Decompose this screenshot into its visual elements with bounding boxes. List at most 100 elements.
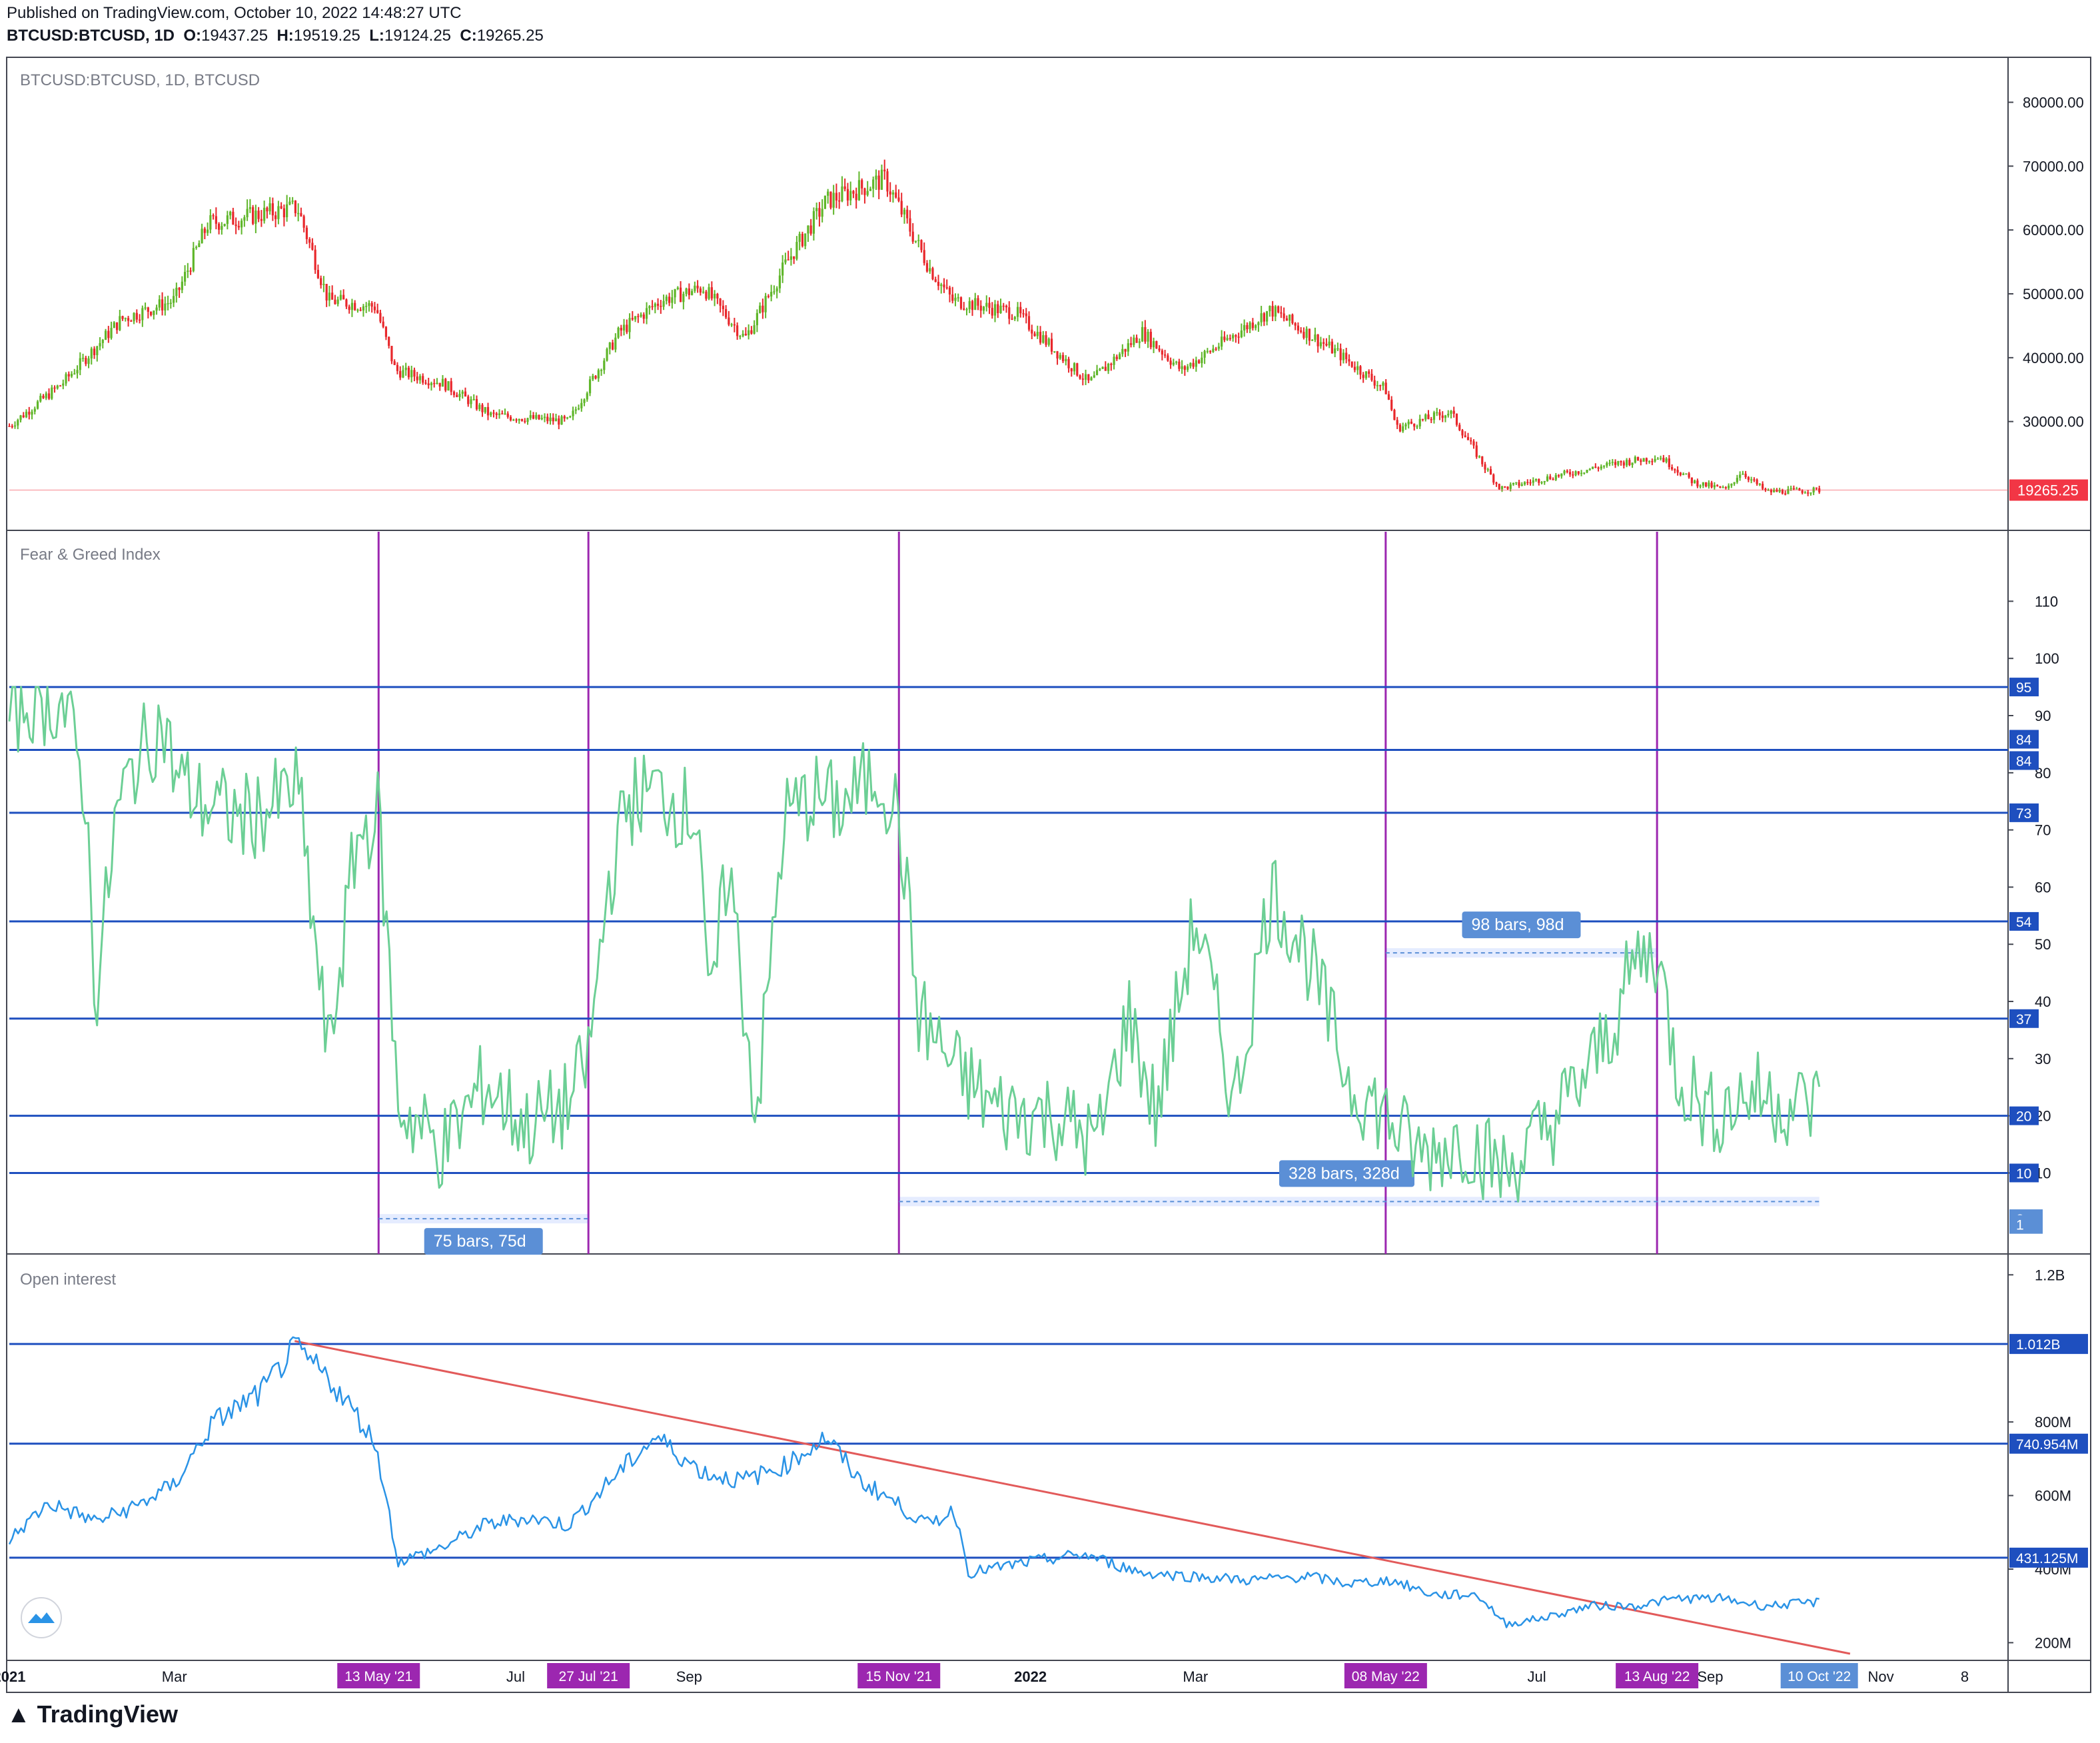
fg-level-tag[interactable] [2009, 911, 2039, 931]
candle[interactable] [1036, 332, 1039, 336]
candle[interactable] [342, 294, 345, 300]
candle[interactable] [951, 294, 954, 301]
candle[interactable] [1730, 484, 1733, 486]
candle[interactable] [1574, 471, 1577, 476]
candle[interactable] [110, 328, 113, 338]
candle[interactable] [597, 370, 600, 378]
fg-level-tag[interactable] [2009, 1163, 2039, 1183]
candle[interactable] [594, 376, 597, 378]
candle[interactable] [1538, 479, 1540, 483]
candle[interactable] [656, 303, 660, 306]
candle[interactable] [433, 382, 436, 384]
candle[interactable] [1203, 350, 1206, 358]
candle[interactable] [1056, 351, 1059, 359]
candle[interactable] [410, 370, 413, 378]
candle[interactable] [821, 209, 823, 217]
candle[interactable] [1764, 488, 1767, 490]
candle[interactable] [1500, 486, 1504, 490]
candle[interactable] [481, 404, 484, 412]
candle[interactable] [90, 348, 93, 359]
candle[interactable] [1534, 479, 1538, 480]
time-flag[interactable] [857, 1663, 941, 1688]
candle[interactable] [1447, 414, 1450, 416]
candle[interactable] [628, 318, 631, 332]
candle[interactable] [1807, 492, 1810, 494]
candle[interactable] [1039, 332, 1042, 343]
candle[interactable] [1716, 485, 1719, 486]
candle[interactable] [286, 204, 288, 218]
candle[interactable] [181, 281, 183, 290]
candle[interactable] [959, 297, 963, 309]
candle[interactable] [642, 314, 645, 319]
candle[interactable] [1773, 490, 1776, 492]
candle[interactable] [911, 231, 914, 242]
candle[interactable] [535, 414, 538, 419]
candle[interactable] [1322, 342, 1325, 344]
candle[interactable] [1781, 490, 1784, 494]
candle[interactable] [733, 324, 736, 326]
candle[interactable] [742, 333, 744, 336]
candle[interactable] [1027, 316, 1031, 330]
candle[interactable] [671, 297, 674, 303]
candle[interactable] [1464, 435, 1466, 437]
candle[interactable] [1311, 340, 1314, 341]
candle[interactable] [124, 318, 127, 319]
candle[interactable] [725, 308, 728, 318]
candle[interactable] [1713, 485, 1716, 488]
candle[interactable] [127, 318, 130, 321]
candle[interactable] [843, 186, 846, 189]
candle[interactable] [1350, 361, 1353, 367]
candle[interactable] [427, 383, 430, 386]
candle[interactable] [1591, 466, 1594, 469]
candle[interactable] [456, 394, 458, 397]
candle[interactable] [569, 416, 572, 418]
candle[interactable] [795, 242, 798, 259]
candle[interactable] [770, 292, 773, 297]
candle[interactable] [1016, 306, 1019, 317]
candle[interactable] [1065, 358, 1067, 362]
candle[interactable] [1444, 415, 1447, 418]
candle[interactable] [495, 413, 498, 415]
candle[interactable] [135, 312, 138, 320]
candle[interactable] [87, 358, 90, 364]
candle[interactable] [322, 284, 325, 285]
candle[interactable] [104, 330, 107, 340]
candle[interactable] [823, 195, 827, 209]
candle[interactable] [1257, 322, 1260, 326]
candle[interactable] [187, 271, 189, 273]
candle[interactable] [1656, 458, 1659, 460]
candle[interactable] [1549, 476, 1552, 480]
candle[interactable] [444, 378, 447, 391]
candle[interactable] [1455, 414, 1458, 425]
candle[interactable] [1750, 479, 1753, 481]
candle[interactable] [1736, 478, 1738, 482]
candle[interactable] [362, 306, 365, 311]
candle[interactable] [396, 364, 399, 371]
candle[interactable] [546, 416, 549, 422]
candle[interactable] [1804, 492, 1807, 494]
candle[interactable] [1195, 360, 1197, 367]
candle[interactable] [1149, 331, 1152, 348]
candle[interactable] [506, 413, 509, 417]
oi-level-tag[interactable] [2009, 1547, 2088, 1568]
candle[interactable] [676, 287, 679, 289]
candle[interactable] [1022, 313, 1025, 314]
candle[interactable] [461, 391, 464, 394]
candle[interactable] [1554, 475, 1557, 480]
candle[interactable] [1628, 460, 1631, 465]
candle[interactable] [518, 418, 520, 421]
candle[interactable] [141, 308, 144, 320]
candle[interactable] [764, 296, 767, 312]
candle[interactable] [1271, 306, 1274, 317]
candle[interactable] [1008, 307, 1011, 319]
candle[interactable] [147, 307, 149, 312]
candle[interactable] [1348, 359, 1350, 362]
candle[interactable] [1223, 336, 1226, 340]
candle[interactable] [674, 289, 676, 298]
candle[interactable] [722, 305, 724, 309]
candle[interactable] [937, 282, 940, 287]
fg-level-tag[interactable] [2009, 730, 2039, 749]
candle[interactable] [1201, 357, 1203, 364]
candle[interactable] [288, 201, 291, 205]
